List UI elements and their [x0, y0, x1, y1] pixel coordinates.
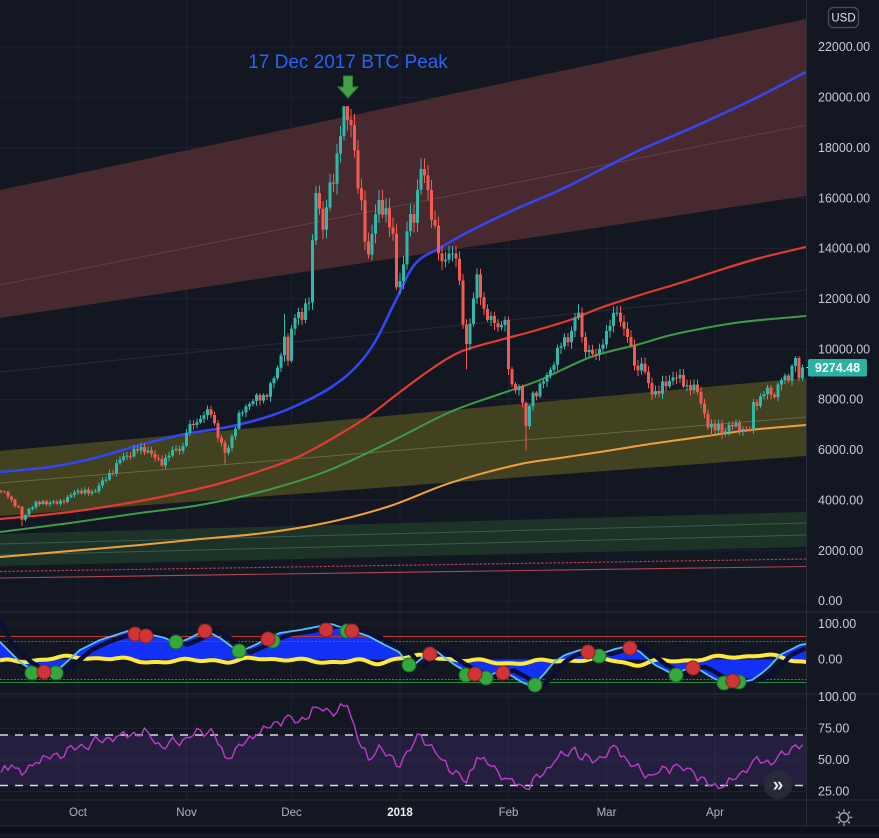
svg-text:12000.00: 12000.00	[818, 292, 870, 306]
svg-text:14000.00: 14000.00	[818, 242, 870, 256]
svg-text:2000.00: 2000.00	[818, 544, 863, 558]
svg-text:Nov: Nov	[176, 807, 197, 819]
svg-text:8000.00: 8000.00	[818, 393, 863, 407]
svg-text:Feb: Feb	[499, 807, 519, 819]
svg-text:100.00: 100.00	[818, 617, 856, 631]
svg-text:18000.00: 18000.00	[818, 141, 870, 155]
svg-text:22000.00: 22000.00	[818, 40, 870, 54]
svg-text:0.00: 0.00	[818, 594, 842, 608]
svg-text:USD: USD	[831, 13, 855, 25]
svg-text:10000.00: 10000.00	[818, 342, 870, 356]
svg-text:9274.48: 9274.48	[815, 361, 860, 375]
svg-text:16000.00: 16000.00	[818, 191, 870, 205]
svg-text:Apr: Apr	[706, 807, 724, 819]
svg-text:100.00: 100.00	[818, 690, 856, 704]
svg-text:75.00: 75.00	[818, 722, 849, 736]
svg-text:17 Dec 2017 BTC Peak: 17 Dec 2017 BTC Peak	[248, 52, 448, 73]
svg-text:6000.00: 6000.00	[818, 443, 863, 457]
svg-text:»: »	[773, 775, 784, 796]
svg-text:50.00: 50.00	[818, 753, 849, 767]
svg-text:Oct: Oct	[69, 807, 88, 819]
svg-text:0.00: 0.00	[818, 653, 842, 667]
svg-text:25.00: 25.00	[818, 785, 849, 799]
svg-text:Mar: Mar	[597, 807, 617, 819]
svg-text:4000.00: 4000.00	[818, 494, 863, 508]
svg-text:Dec: Dec	[281, 807, 302, 819]
svg-text:20000.00: 20000.00	[818, 91, 870, 105]
svg-text:2018: 2018	[387, 807, 413, 819]
